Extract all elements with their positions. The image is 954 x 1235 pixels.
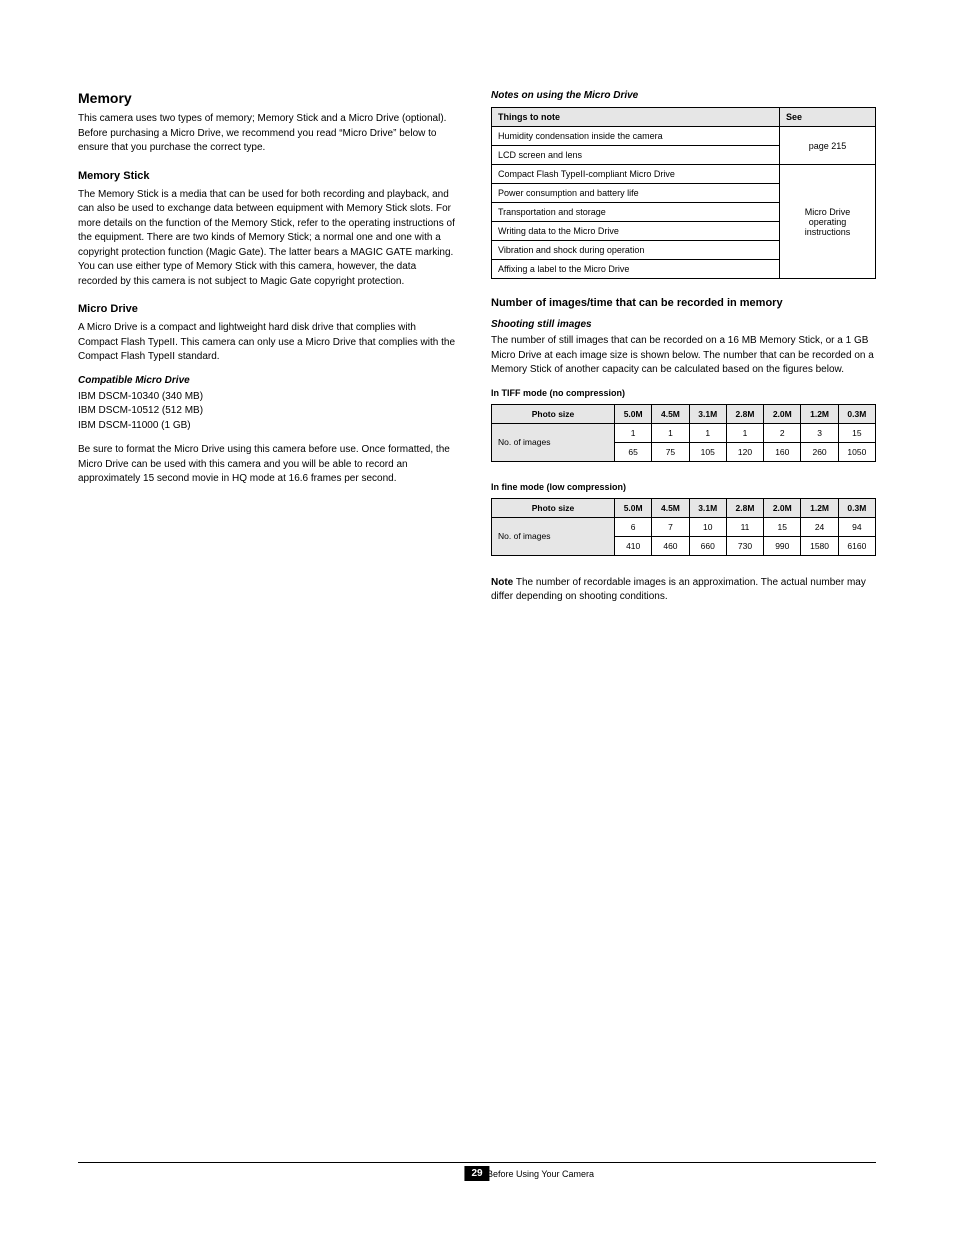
caption-tiff-table: In TIFF mode (no compression) <box>491 388 876 398</box>
table-group-label: No. of images <box>492 517 615 555</box>
micro-drive-models: IBM DSCM-10340 (340 MB) IBM DSCM-10512 (… <box>78 390 455 434</box>
table-header-photosize: Photo size <box>492 498 615 517</box>
table-header-size: 5.0M <box>615 498 652 517</box>
table-header-size: 5.0M <box>615 404 652 423</box>
table-cell-value: 24 <box>801 517 838 536</box>
table-cell-value: 7 <box>652 517 689 536</box>
footer-rule <box>78 1162 876 1163</box>
table-cell-value: 3 <box>801 423 838 442</box>
table-row: Compact Flash TypeII-compliant Micro Dri… <box>492 165 876 184</box>
para-micro-drive-1: A Micro Drive is a compact and lightweig… <box>78 321 455 365</box>
note-block: Note The number of recordable images is … <box>491 576 876 605</box>
table-header-see: See <box>780 108 876 127</box>
table-cell-item: Writing data to the Micro Drive <box>492 222 780 241</box>
table-cell-value: 1050 <box>838 442 875 461</box>
right-column: Notes on using the Micro Drive Things to… <box>473 90 876 1145</box>
table-cell-value: 1 <box>689 423 726 442</box>
table-cell-value: 120 <box>726 442 763 461</box>
table-cell-value: 260 <box>801 442 838 461</box>
table-cell-value: 460 <box>652 536 689 555</box>
table-cell-value: 105 <box>689 442 726 461</box>
table-cell-value-16mb: 6 <box>615 517 652 536</box>
heading-memory: Memory <box>78 90 455 106</box>
table-cell-value: 990 <box>764 536 801 555</box>
table-header-size: 2.0M <box>764 404 801 423</box>
table-cell-item: Transportation and storage <box>492 203 780 222</box>
table-cell-item: Humidity condensation inside the camera <box>492 127 780 146</box>
table-tiff-mode: Photo size 5.0M 4.5M 3.1M 2.8M 2.0M 1.2M… <box>491 404 876 462</box>
table-cell-value: 160 <box>764 442 801 461</box>
table-cell-value: 75 <box>652 442 689 461</box>
table-row: No. of images 6 7 10 11 15 24 94 <box>492 517 876 536</box>
table-header-size: 1.2M <box>801 498 838 517</box>
heading-still-images: Shooting still images <box>491 319 876 330</box>
table-cell-value-16mb: 1 <box>615 423 652 442</box>
table-cell-value: 660 <box>689 536 726 555</box>
table-cell-value: 730 <box>726 536 763 555</box>
table-header-size: 4.5M <box>652 404 689 423</box>
para-memory-intro: This camera uses two types of memory; Me… <box>78 112 455 156</box>
footer-section-text: Before Using Your Camera <box>487 1169 594 1179</box>
table-header-item: Things to note <box>492 108 780 127</box>
table-cell-item: Power consumption and battery life <box>492 184 780 203</box>
table-cell-value: 1 <box>726 423 763 442</box>
table-cell-value: 1580 <box>801 536 838 555</box>
table-header-size: 1.2M <box>801 404 838 423</box>
table-cell-value: 2 <box>764 423 801 442</box>
table-cell-value: 1 <box>652 423 689 442</box>
table-header-size: 0.3M <box>838 498 875 517</box>
heading-notes-micro-drive: Notes on using the Micro Drive <box>491 90 876 101</box>
table-cell-value: 94 <box>838 517 875 536</box>
table-header-size: 0.3M <box>838 404 875 423</box>
subheading-num-images: Number of images/time that can be record… <box>491 297 876 309</box>
para-still-images: The number of still images that can be r… <box>491 334 876 378</box>
subheading-memory-stick: Memory Stick <box>78 170 455 182</box>
table-cell-item: Compact Flash TypeII-compliant Micro Dri… <box>492 165 780 184</box>
table-cell-value: 15 <box>764 517 801 536</box>
table-row: Humidity condensation inside the camera … <box>492 127 876 146</box>
table-header-photosize: Photo size <box>492 404 615 423</box>
para-micro-drive-2: Be sure to format the Micro Drive using … <box>78 443 455 487</box>
table-header-size: 4.5M <box>652 498 689 517</box>
table-cell-value: 11 <box>726 517 763 536</box>
note-text: The number of recordable images is an ap… <box>491 577 866 603</box>
table-cell-value: 15 <box>838 423 875 442</box>
table-cell-value: 10 <box>689 517 726 536</box>
subheading-micro-drive: Micro Drive <box>78 303 455 315</box>
table-header-size: 2.8M <box>726 498 763 517</box>
page: Memory This camera uses two types of mem… <box>0 0 954 1235</box>
page-number-badge: 29 <box>464 1166 489 1181</box>
table-header-size: 3.1M <box>689 498 726 517</box>
table-cell-value: 6160 <box>838 536 875 555</box>
note-label: Note <box>491 577 513 588</box>
content-columns: Memory This camera uses two types of mem… <box>78 90 876 1145</box>
table-cell-see: page 215 <box>780 127 876 165</box>
table-cell-value-1gb: 410 <box>615 536 652 555</box>
left-column: Memory This camera uses two types of mem… <box>78 90 473 1145</box>
caption-fine-table: In fine mode (low compression) <box>491 482 876 492</box>
table-fine-mode: Photo size 5.0M 4.5M 3.1M 2.8M 2.0M 1.2M… <box>491 498 876 556</box>
para-memory-stick: The Memory Stick is a media that can be … <box>78 188 455 290</box>
table-header-row: Photo size 5.0M 4.5M 3.1M 2.8M 2.0M 1.2M… <box>492 404 876 423</box>
table-header-size: 3.1M <box>689 404 726 423</box>
table-cell-item: Affixing a label to the Micro Drive <box>492 260 780 279</box>
table-cell-item: Vibration and shock during operation <box>492 241 780 260</box>
table-cell-see: Micro Drive operating instructions <box>780 165 876 279</box>
table-micro-drive-notes: Things to note See Humidity condensation… <box>491 107 876 279</box>
table-group-label: No. of images <box>492 423 615 461</box>
table-header-size: 2.0M <box>764 498 801 517</box>
heading-compatible-micro-drive: Compatible Micro Drive <box>78 375 455 386</box>
table-header-row: Photo size 5.0M 4.5M 3.1M 2.8M 2.0M 1.2M… <box>492 498 876 517</box>
table-cell-value-1gb: 65 <box>615 442 652 461</box>
table-header-row: Things to note See <box>492 108 876 127</box>
table-header-size: 2.8M <box>726 404 763 423</box>
table-cell-item: LCD screen and lens <box>492 146 780 165</box>
table-row: No. of images 1 1 1 1 2 3 15 <box>492 423 876 442</box>
